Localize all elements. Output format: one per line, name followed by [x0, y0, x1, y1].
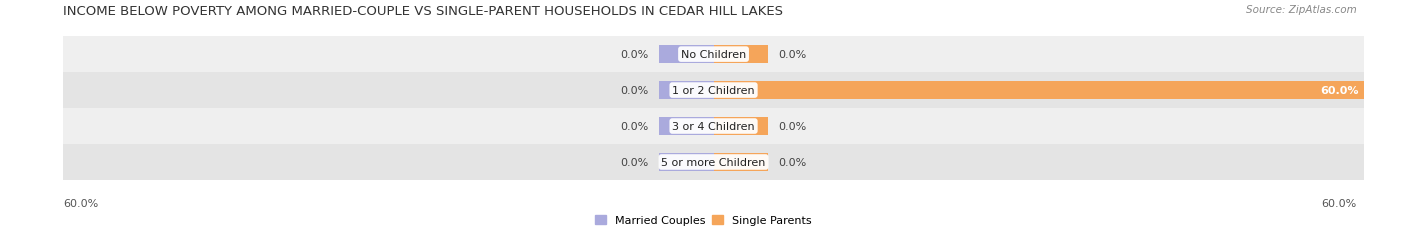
Text: 60.0%: 60.0% — [1320, 86, 1358, 96]
Text: 5 or more Children: 5 or more Children — [661, 157, 766, 167]
Text: Source: ZipAtlas.com: Source: ZipAtlas.com — [1246, 5, 1357, 15]
Bar — [659, 46, 714, 64]
Text: No Children: No Children — [681, 50, 747, 60]
Text: 60.0%: 60.0% — [63, 198, 98, 208]
Bar — [63, 144, 1364, 180]
Text: 60.0%: 60.0% — [1322, 198, 1357, 208]
Text: 0.0%: 0.0% — [620, 157, 648, 167]
Legend: Married Couples, Single Parents: Married Couples, Single Parents — [595, 215, 811, 225]
Bar — [714, 117, 768, 136]
Bar — [659, 81, 714, 100]
Text: 3 or 4 Children: 3 or 4 Children — [672, 122, 755, 131]
Text: 0.0%: 0.0% — [620, 50, 648, 60]
Bar — [63, 73, 1364, 109]
Bar — [63, 37, 1364, 73]
Text: 0.0%: 0.0% — [620, 122, 648, 131]
Bar — [714, 153, 768, 172]
Text: 0.0%: 0.0% — [779, 50, 807, 60]
Text: 0.0%: 0.0% — [620, 86, 648, 96]
Bar — [714, 81, 1364, 100]
Text: 0.0%: 0.0% — [779, 157, 807, 167]
Text: 1 or 2 Children: 1 or 2 Children — [672, 86, 755, 96]
Bar — [659, 153, 714, 172]
Bar — [659, 117, 714, 136]
Bar — [714, 46, 768, 64]
Bar — [63, 109, 1364, 144]
Text: 0.0%: 0.0% — [779, 122, 807, 131]
Text: INCOME BELOW POVERTY AMONG MARRIED-COUPLE VS SINGLE-PARENT HOUSEHOLDS IN CEDAR H: INCOME BELOW POVERTY AMONG MARRIED-COUPL… — [63, 5, 783, 18]
